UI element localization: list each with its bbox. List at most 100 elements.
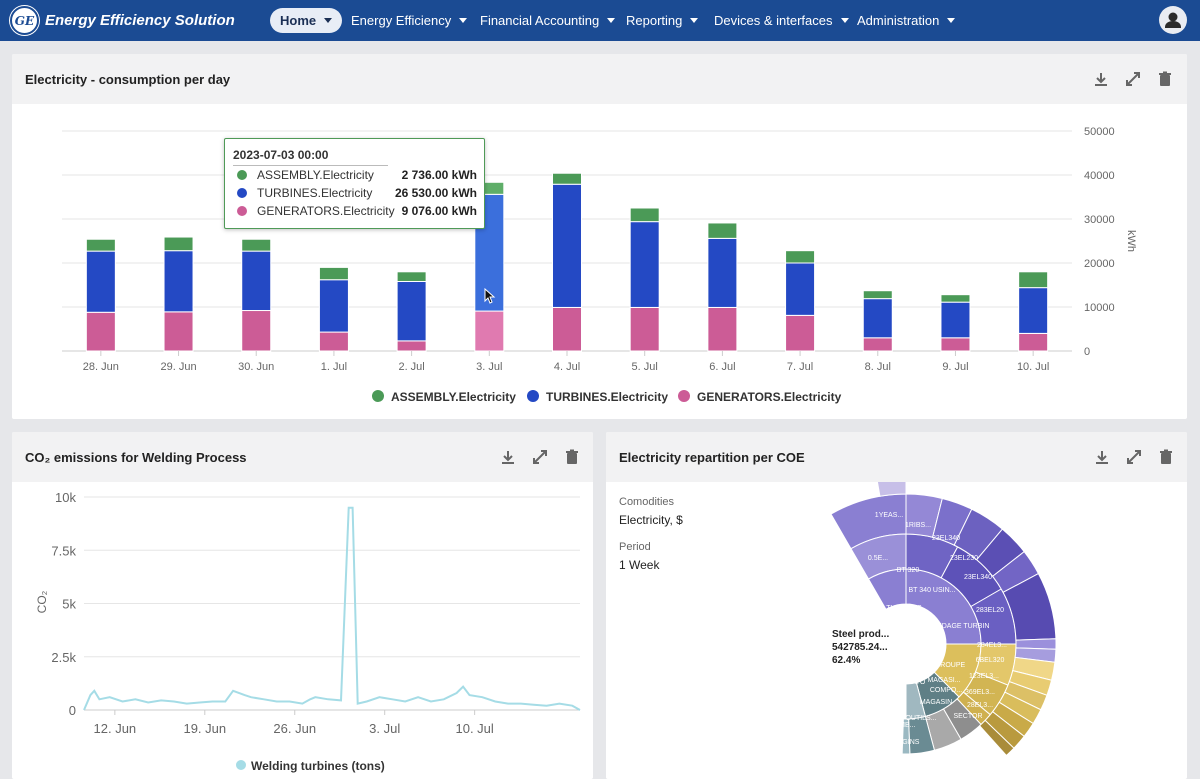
bar-segment: [707, 237, 738, 308]
bar-segment: [785, 262, 816, 316]
x-tick-label: 1. Jul: [321, 361, 347, 373]
y-tick-label: 0: [69, 703, 76, 718]
nav-administration[interactable]: Administration: [857, 8, 956, 33]
tooltip-series-value: 26 530.00 kWh: [394, 186, 477, 200]
nav-financial-accounting-label: Financial Accounting: [480, 13, 600, 28]
bar-segment: [1018, 332, 1049, 352]
nav-energy-efficiency[interactable]: Energy Efficiency: [351, 8, 468, 33]
sunburst-center: [866, 604, 946, 684]
delete-icon[interactable]: [563, 448, 581, 466]
legend-dot-icon: [237, 188, 247, 198]
y-tick-label: 5k: [62, 597, 76, 612]
panel-title: Electricity repartition per COE: [619, 450, 805, 465]
user-avatar[interactable]: [1159, 6, 1187, 34]
legend-dot-icon: [372, 390, 384, 402]
bar-segment: [707, 306, 738, 352]
nav-devices-interfaces[interactable]: Devices & interfaces: [714, 8, 849, 33]
bar-segment: [785, 314, 816, 352]
period-value: 1 Week: [619, 558, 660, 572]
delete-icon[interactable]: [1156, 70, 1174, 88]
sunburst-segment-label: 6BEL320: [976, 657, 1005, 664]
bar-segment: [241, 310, 272, 352]
sunburst-segment-label: BT 340 USIN...: [909, 587, 956, 594]
legend-dot-icon: [678, 390, 690, 402]
y-axis-label: CO₂: [35, 590, 49, 613]
sunburst-segment-label: MAGASI...: [927, 677, 960, 684]
sunburst-center-label: 542785.24...: [832, 642, 888, 653]
sunburst-segment-label: 1YEAS...: [875, 512, 903, 519]
panel-header: CO₂ emissions for Welding Process: [12, 432, 593, 482]
nav-administration-label: Administration: [857, 13, 940, 28]
download-icon[interactable]: [1093, 448, 1111, 466]
x-tick-label: 6. Jul: [709, 361, 735, 373]
bar-segment: [1018, 287, 1049, 334]
x-tick-label: 26. Jun: [273, 721, 316, 736]
tooltip-series-name: TURBINES.Electricity: [257, 186, 373, 200]
co2-line-chart: 10k 7.5k 5k 2.5k 0 CO₂ 12. Jun 19. Jun 26. Jun 3.…: [35, 490, 581, 773]
download-icon[interactable]: [499, 448, 517, 466]
tooltip-row: TURBINES.Electricity 26 530.00 kWh: [237, 185, 477, 201]
bar-segment: [629, 306, 660, 352]
expand-icon[interactable]: [1124, 70, 1142, 88]
bar-segment: [862, 290, 893, 300]
sunburst-segment-label: ASSEMB...: [880, 722, 915, 729]
sunburst-center-label: Steel prod...: [832, 629, 889, 640]
y-tick-label: 40000: [1084, 170, 1115, 182]
x-tick-label: 9. Jul: [942, 361, 968, 373]
download-icon[interactable]: [1092, 70, 1110, 88]
bar-segment: [552, 183, 582, 308]
nav-reporting[interactable]: Reporting: [626, 8, 699, 33]
tooltip-series-value: 9 076.00 kWh: [401, 204, 477, 218]
sunburst-segment-label: COMPO...: [930, 687, 962, 694]
user-icon: [1165, 12, 1181, 28]
sunburst-center-label: 62.4%: [832, 655, 860, 666]
sunburst-segment-label: SECTOR: [953, 713, 982, 720]
legend-dot-icon: [236, 760, 246, 770]
bar-segment: [241, 250, 272, 312]
commodities-label: Comodities: [619, 496, 675, 508]
nav-home-label: Home: [280, 13, 317, 28]
bar-segment: [629, 207, 660, 223]
delete-icon[interactable]: [1157, 448, 1175, 466]
sunburst-segment-label: SOUDAGE TURBIN: [927, 623, 990, 630]
sunburst-segment-label: ASSEM...: [869, 689, 899, 696]
y-axis-label: kWh: [1125, 230, 1137, 252]
panel-header: Electricity - consumption per day: [12, 54, 1187, 104]
co2-emissions-panel: CO₂ emissions for Welding Process: [12, 432, 593, 779]
panel-title: CO₂ emissions for Welding Process: [25, 450, 247, 465]
mouse-cursor-icon: [484, 288, 496, 304]
bar-segment: [163, 250, 194, 313]
nav-financial-accounting[interactable]: Financial Accounting: [480, 8, 616, 33]
sunburst-segment-label: 28EL3...: [967, 702, 993, 709]
bar-segment: [707, 222, 738, 239]
bar-segment: [862, 337, 893, 352]
sunburst-segment-label: BT 320: [897, 567, 920, 574]
x-tick-label: 5. Jul: [632, 361, 658, 373]
sunburst-segment-label: TURBINES: [886, 605, 922, 612]
sunburst-segment-label: 369EL3...: [965, 689, 995, 696]
chevron-down-icon: [840, 18, 849, 23]
tooltip-row: GENERATORS.Electricity 9 076.00 kWh: [237, 203, 477, 219]
sunburst-segment: [978, 719, 1015, 757]
commodities-value: Electricity, $: [619, 513, 683, 527]
legend-label: GENERATORS.Electricity: [697, 390, 842, 404]
nav-energy-efficiency-label: Energy Efficiency: [351, 13, 452, 28]
line-series: [83, 506, 581, 711]
x-tick-label: 10. Jul: [1017, 361, 1049, 373]
nav-home[interactable]: Home: [270, 8, 343, 33]
tooltip-row: ASSEMBLY.Electricity 2 736.00 kWh: [237, 167, 477, 183]
electricity-sunburst-chart: 1YEAS...1RIBS...23EL34023EL23023EL3400.5…: [830, 482, 1057, 766]
y-tick-label: 10000: [1084, 302, 1115, 314]
y-tick-label: 30000: [1084, 214, 1115, 226]
bar-segment: [163, 236, 194, 252]
chevron-down-icon: [324, 18, 333, 23]
bar-segment: [940, 337, 971, 352]
ge-logo[interactable]: GE: [10, 6, 39, 35]
expand-icon[interactable]: [1125, 448, 1143, 466]
panel-header: Electricity repartition per COE: [606, 432, 1187, 482]
bar-segment: [396, 280, 427, 342]
nav-devices-interfaces-label: Devices & interfaces: [714, 13, 833, 28]
legend-dot-icon: [237, 170, 247, 180]
app-title: Energy Efficiency Solution: [45, 12, 235, 29]
expand-icon[interactable]: [531, 448, 549, 466]
